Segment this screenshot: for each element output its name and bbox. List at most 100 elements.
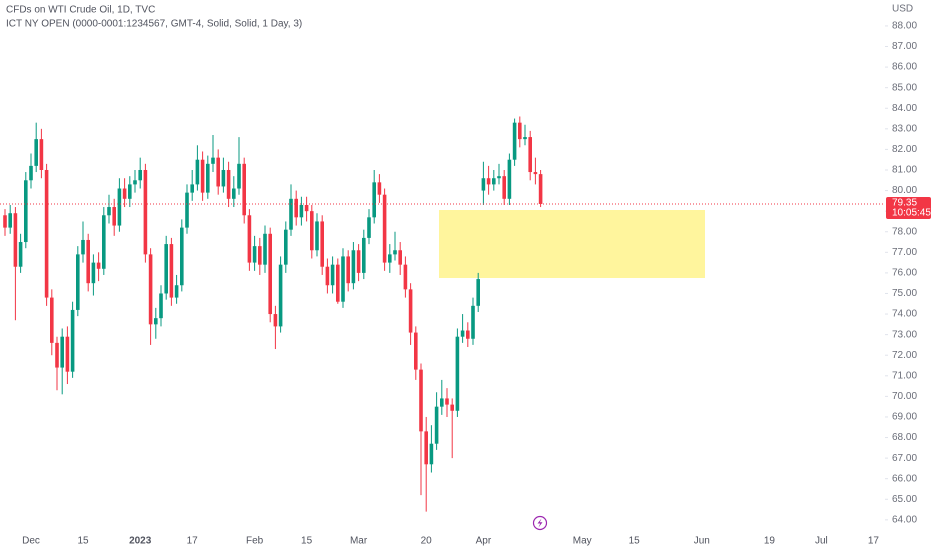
plot-area xyxy=(3,116,543,512)
candle-body xyxy=(398,250,402,265)
candle-body xyxy=(258,246,262,265)
y-tick-label: 88.00 xyxy=(892,21,917,32)
candle-body xyxy=(237,163,241,189)
candle-body xyxy=(185,192,189,228)
currency-label: USD xyxy=(892,4,913,15)
y-tick-label: 80.00 xyxy=(892,185,917,196)
candle-body xyxy=(273,314,278,327)
candle-body xyxy=(492,178,496,185)
candle-body xyxy=(278,264,283,327)
candle-body xyxy=(289,198,293,230)
candle-body xyxy=(232,188,236,199)
candle-body xyxy=(284,229,288,265)
candle-body xyxy=(70,309,75,372)
candle-body xyxy=(294,198,298,218)
candle-body xyxy=(226,169,231,199)
y-tick-label: 70.00 xyxy=(892,391,917,402)
x-tick-label: Jul xyxy=(815,536,828,547)
y-tick-label: 81.00 xyxy=(892,165,917,176)
candle-body xyxy=(3,215,7,228)
candle-body xyxy=(471,305,475,339)
y-tick-label: 72.00 xyxy=(892,350,917,361)
candle-body xyxy=(65,336,70,372)
candle-body xyxy=(143,169,148,255)
candle-body xyxy=(346,256,350,284)
candle-body xyxy=(476,279,480,306)
y-tick-label: 71.00 xyxy=(892,370,917,381)
candle-body xyxy=(34,139,38,166)
indicator-label: ICT NY OPEN (0000-0001:1234567, GMT-4, S… xyxy=(6,19,302,30)
candle-body xyxy=(81,239,85,255)
candle-body xyxy=(117,188,122,226)
candle-body xyxy=(455,336,460,411)
y-tick-label: 86.00 xyxy=(892,62,917,73)
candle-body xyxy=(330,264,335,286)
candle-body xyxy=(310,211,314,251)
candle-body xyxy=(450,404,454,411)
candle-body xyxy=(299,204,304,218)
candle-body xyxy=(263,233,267,265)
candle-body xyxy=(200,159,205,193)
y-tick-label: 67.00 xyxy=(892,453,917,464)
candle-body xyxy=(320,221,324,267)
countdown-label: 10:05:45 xyxy=(892,208,931,219)
candle-body xyxy=(148,254,153,325)
candle-body xyxy=(102,215,106,269)
candle-body xyxy=(336,264,340,302)
candle-body xyxy=(55,342,59,368)
candle-body xyxy=(460,330,465,337)
candle-body xyxy=(86,239,90,284)
candle-body xyxy=(159,293,163,319)
candle-body xyxy=(445,398,449,405)
candle-body xyxy=(512,122,517,160)
candle-body xyxy=(382,194,387,263)
y-tick-label: 65.00 xyxy=(892,494,917,505)
y-tick-label: 73.00 xyxy=(892,329,917,340)
x-tick-label: 15 xyxy=(629,536,641,547)
candle-body xyxy=(268,233,272,315)
y-tick-label: 76.00 xyxy=(892,268,917,279)
event-icon-bolt[interactable] xyxy=(537,518,543,528)
candle-body xyxy=(434,406,439,444)
candle-body xyxy=(122,188,127,199)
candle-body xyxy=(195,159,200,185)
candle-body xyxy=(533,172,538,175)
y-tick-label: 69.00 xyxy=(892,412,917,423)
candle-body xyxy=(169,244,174,298)
y-tick-label: 78.00 xyxy=(892,226,917,237)
x-tick-label: 17 xyxy=(187,536,199,547)
candle-body xyxy=(107,207,111,216)
candle-body xyxy=(112,207,116,226)
x-tick-label: Apr xyxy=(476,536,492,547)
y-tick-label: 66.00 xyxy=(892,473,917,484)
candle-body xyxy=(325,266,330,286)
candle-body xyxy=(39,139,44,170)
candle-body xyxy=(24,180,28,243)
candle-body xyxy=(486,178,491,185)
last-price-label: 79.35 xyxy=(892,198,917,209)
candle-body xyxy=(408,289,413,333)
candle-body xyxy=(174,285,179,298)
last-price-badge xyxy=(886,196,931,219)
candle-body xyxy=(414,332,418,370)
candle-body xyxy=(528,137,532,173)
candle-body xyxy=(507,159,512,199)
candle-body xyxy=(372,182,376,218)
candle-body xyxy=(8,213,12,228)
candle-body xyxy=(367,217,371,238)
event-icon[interactable] xyxy=(532,515,548,531)
candle-body xyxy=(96,262,101,269)
candle-body xyxy=(60,336,64,368)
y-tick-label: 83.00 xyxy=(892,123,917,134)
y-tick-label: 87.00 xyxy=(892,41,917,52)
candle-body xyxy=(497,176,501,179)
candle-body xyxy=(211,157,215,164)
x-tick-label: Dec xyxy=(22,536,40,547)
candle-body xyxy=(440,398,444,407)
x-tick-label: 17 xyxy=(868,536,880,547)
candle-body xyxy=(538,174,543,204)
x-tick-label: Jun xyxy=(694,536,710,547)
candle-body xyxy=(180,227,184,286)
x-tick-label: Mar xyxy=(350,536,368,547)
